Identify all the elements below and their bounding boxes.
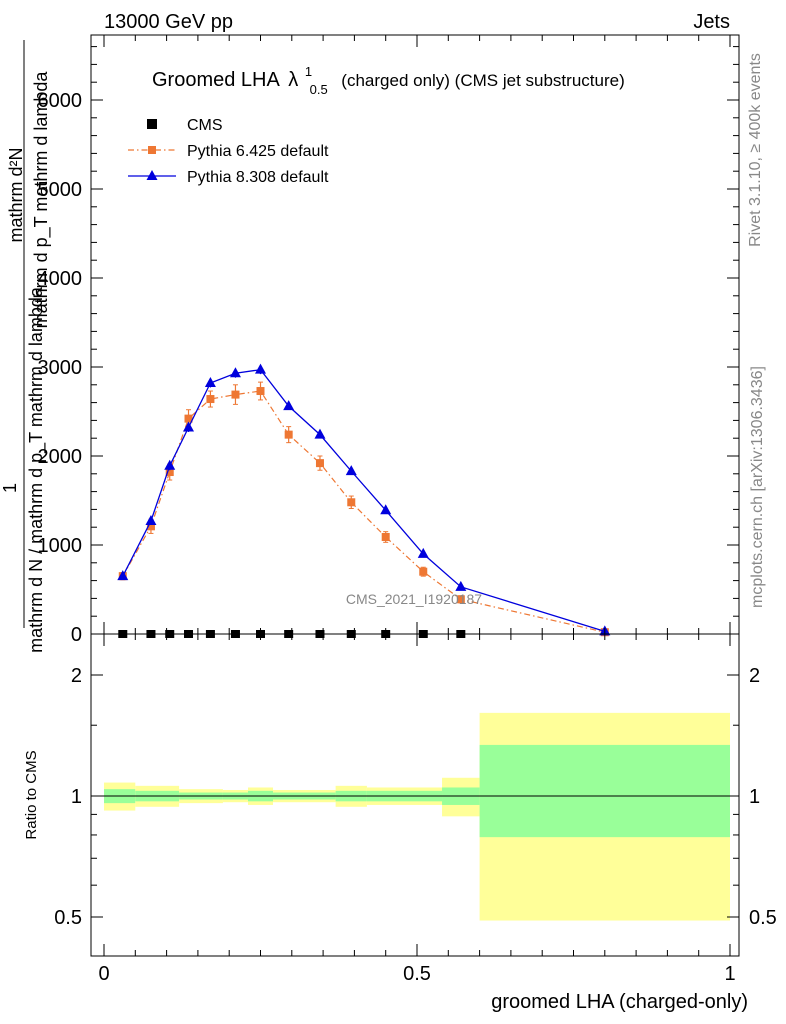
ratio-ylabel: Ratio to CMS bbox=[23, 750, 40, 839]
pythia8-point bbox=[164, 459, 176, 470]
pythia6-point bbox=[419, 567, 428, 576]
legend-pythia6-label: Pythia 6.425 default bbox=[187, 143, 329, 160]
main-ytick-label: 6000 bbox=[38, 90, 83, 112]
legend-pythia8-label: Pythia 8.308 default bbox=[187, 169, 329, 186]
header-jets-label: Jets bbox=[693, 11, 730, 33]
main-ytick-label: 5000 bbox=[38, 179, 83, 201]
header-energy-label: 13000 GeV pp bbox=[104, 11, 233, 33]
pythia6-line bbox=[122, 390, 605, 633]
mcplots-label: mcplots.cern.ch [arXiv:1306.3436] bbox=[749, 366, 766, 608]
legend-pythia6-marker bbox=[148, 146, 156, 154]
xaxis-label: groomed LHA (charged-only) bbox=[491, 991, 748, 1013]
main-ytick-label: 0 bbox=[71, 624, 82, 646]
watermark: CMS_2021_I1920187 bbox=[346, 591, 482, 607]
ylabel-numerator: mathrm d²N bbox=[6, 147, 26, 242]
chart-title-extra: (charged only) (CMS jet substructure) bbox=[341, 71, 624, 90]
ylabel-one: 1 bbox=[0, 483, 20, 493]
pythia6-point bbox=[347, 498, 356, 507]
chart-title: Groomed LHA λ 1 0.5 (charged only) (CMS … bbox=[152, 59, 625, 99]
legend-cms-label: CMS bbox=[187, 117, 223, 134]
ylabel-numerator-line2: mathrm d p_T mathrm d lambda bbox=[31, 71, 52, 329]
xtick-label: 1 bbox=[724, 963, 735, 985]
chart-title-symbol: λ bbox=[288, 69, 298, 91]
ratio-ytick-label-right: 1 bbox=[749, 786, 760, 808]
ratio-ytick-label: 0.5 bbox=[54, 907, 82, 929]
legend: CMS Pythia 6.425 default Pythia 8.308 de… bbox=[128, 117, 329, 186]
pythia6-point bbox=[256, 387, 265, 396]
pythia8-point bbox=[314, 428, 326, 439]
pythia6-point bbox=[456, 595, 465, 604]
pythia8-point bbox=[417, 547, 429, 558]
main-ytick-label: 4000 bbox=[38, 268, 83, 290]
pythia6-point bbox=[284, 430, 293, 439]
ratio-frame bbox=[90, 633, 740, 957]
pythia8-point bbox=[204, 377, 216, 388]
xtick-label: 0.5 bbox=[403, 963, 431, 985]
pythia6-point bbox=[206, 395, 215, 404]
chart-title-sup: 1 bbox=[305, 64, 312, 79]
xtick-label: 0 bbox=[98, 963, 109, 985]
main-ytick-label: 1000 bbox=[38, 535, 83, 557]
rivet-label: Rivet 3.1.10, ≥ 400k events bbox=[747, 53, 764, 247]
ratio-ytick-label: 2 bbox=[71, 665, 82, 687]
pythia8-point bbox=[183, 421, 195, 432]
main-ylabel: mathrm d²N mathrm d p_T mathrm d lambda … bbox=[0, 40, 52, 653]
pythia6-point bbox=[146, 522, 155, 531]
pythia6-point bbox=[315, 459, 324, 468]
legend-pythia8-marker bbox=[146, 170, 158, 180]
chart-title-main: Groomed LHA bbox=[152, 69, 280, 91]
axes: 0 1000 2000 3000 4000 5000 6000 0.5 0.5 1 1 2 2 0 0.5 1 bbox=[38, 35, 777, 985]
pythia6-point bbox=[381, 532, 390, 541]
legend-cms-marker bbox=[147, 119, 157, 129]
pythia8-point bbox=[229, 367, 241, 378]
chart-title-sub: 0.5 bbox=[310, 82, 328, 97]
pythia8-point bbox=[455, 580, 467, 591]
ylabel-denominator: mathrm d N / mathrm d p_T mathrm d lambd… bbox=[26, 286, 47, 653]
ratio-ytick-label-right: 2 bbox=[749, 665, 760, 687]
pythia8-point bbox=[145, 514, 157, 525]
pythia8-point bbox=[117, 570, 129, 581]
pythia6-point bbox=[231, 390, 240, 399]
ratio-ytick-label: 1 bbox=[71, 786, 82, 808]
ratio-plot-area bbox=[91, 712, 739, 921]
pythia8-point bbox=[255, 363, 266, 374]
pythia8-point bbox=[345, 465, 357, 476]
pythia8-point bbox=[283, 400, 295, 411]
ratio-ytick-label-right: 0.5 bbox=[749, 907, 777, 929]
pythia8-line bbox=[122, 368, 605, 632]
main-ytick-label: 2000 bbox=[38, 446, 83, 468]
pythia8-point bbox=[380, 504, 392, 515]
pythia6-point bbox=[184, 414, 193, 423]
ratio-band-inner bbox=[479, 744, 730, 838]
pythia6-point bbox=[165, 468, 174, 477]
main-ytick-label: 3000 bbox=[38, 357, 83, 379]
